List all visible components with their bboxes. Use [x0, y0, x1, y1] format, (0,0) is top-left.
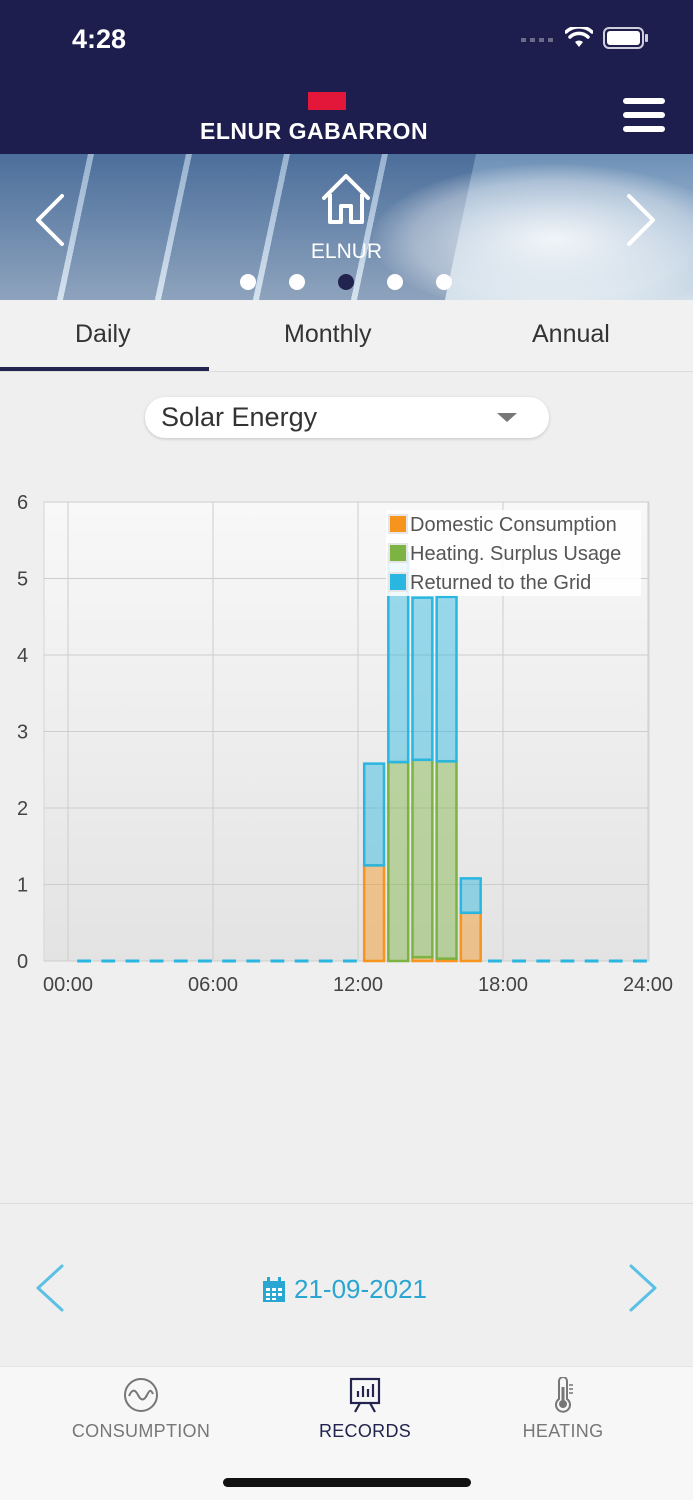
legend-swatch [388, 543, 408, 563]
nav-records[interactable]: RECORDS [265, 1377, 465, 1442]
energy-type-dropdown[interactable]: Solar Energy [145, 397, 549, 438]
home-indicator [223, 1478, 471, 1487]
y-tick-label: 4 [17, 645, 28, 667]
legend-swatch [388, 514, 408, 534]
bar-segment [387, 760, 410, 963]
device-banner: ELNUR [0, 154, 693, 300]
legend-box [386, 510, 641, 596]
status-bar: 4:28 [0, 0, 693, 80]
brand-logo: ELNUR GABARRON [200, 92, 460, 144]
brand-logo-mark [308, 92, 346, 110]
x-tick-label: 24:00 [623, 974, 673, 996]
page-dot[interactable] [387, 274, 403, 290]
device-name: ELNUR [310, 240, 383, 263]
y-tick-label: 0 [17, 951, 28, 973]
y-tick-label: 2 [17, 798, 28, 820]
period-tabs: Daily Monthly Annual [0, 300, 693, 372]
page-dot-active[interactable] [338, 274, 354, 290]
dropdown-value: Solar Energy [161, 402, 318, 432]
battery-icon [603, 27, 648, 49]
nav-consumption[interactable]: CONSUMPTION [41, 1377, 241, 1442]
calendar-icon [263, 1276, 285, 1302]
divider [0, 1203, 693, 1204]
date-navigation: 21-09-2021 [0, 1250, 693, 1330]
next-device-button[interactable] [621, 192, 661, 248]
y-tick-label: 5 [17, 569, 28, 591]
bottom-navigation: CONSUMPTION RECORDS HEATING [0, 1366, 693, 1500]
bar-segment [459, 877, 482, 915]
menu-button[interactable] [623, 98, 665, 132]
x-tick-label: 18:00 [478, 974, 528, 996]
bar-segment [435, 760, 458, 960]
tab-daily[interactable]: Daily [75, 320, 131, 348]
x-tick-label: 06:00 [188, 974, 238, 996]
active-tab-indicator [0, 367, 209, 371]
brand-name: ELNUR GABARRON [200, 118, 429, 144]
bar-segment [435, 595, 458, 763]
bar-segment [459, 911, 482, 963]
bar-segment [411, 596, 434, 762]
page-dot[interactable] [240, 274, 256, 290]
y-tick-label: 6 [17, 492, 28, 514]
status-icons [521, 26, 649, 50]
signal-icon [521, 38, 553, 42]
legend-swatch [388, 572, 408, 592]
bar-segment [411, 758, 434, 959]
y-tick-label: 1 [17, 875, 28, 897]
hamburger-icon [623, 98, 665, 104]
consumption-icon [124, 1378, 158, 1412]
date-picker[interactable]: 21-09-2021 [262, 1274, 427, 1305]
current-date: 21-09-2021 [294, 1274, 427, 1304]
nav-consumption-label: CONSUMPTION [71, 1421, 211, 1441]
nav-heating[interactable]: HEATING [463, 1377, 663, 1442]
solar-energy-chart: 0 1 2 3 4 5 6 00:00 06:00 12:00 18:00 24:00 Domestic… [17, 492, 673, 996]
legend-label: Heating. Surplus Usage [410, 543, 621, 565]
page-indicator [240, 274, 452, 290]
thermometer-icon [555, 1377, 573, 1413]
wifi-icon [565, 27, 593, 47]
x-tick-label: 00:00 [43, 974, 93, 996]
tab-monthly[interactable]: Monthly [284, 320, 372, 348]
bar-segment [362, 762, 386, 867]
tab-annual[interactable]: Annual [532, 320, 610, 348]
dropdown-arrow-icon [497, 413, 517, 422]
legend-label: Returned to the Grid [410, 572, 591, 594]
previous-date-button[interactable] [32, 1262, 66, 1314]
nav-records-label: RECORDS [318, 1421, 412, 1441]
nav-heating-label: HEATING [522, 1421, 604, 1441]
records-icon [349, 1377, 381, 1413]
app-header: ELNUR GABARRON [0, 80, 693, 154]
x-tick-label: 12:00 [333, 974, 383, 996]
bar-segment [362, 864, 386, 963]
status-time: 4:28 [72, 24, 127, 54]
legend-label: Domestic Consumption [410, 514, 617, 536]
previous-device-button[interactable] [30, 192, 70, 248]
next-date-button[interactable] [627, 1262, 661, 1314]
page-dot[interactable] [436, 274, 452, 290]
home-icon [322, 174, 370, 224]
y-tick-label: 3 [17, 722, 28, 744]
page-dot[interactable] [289, 274, 305, 290]
